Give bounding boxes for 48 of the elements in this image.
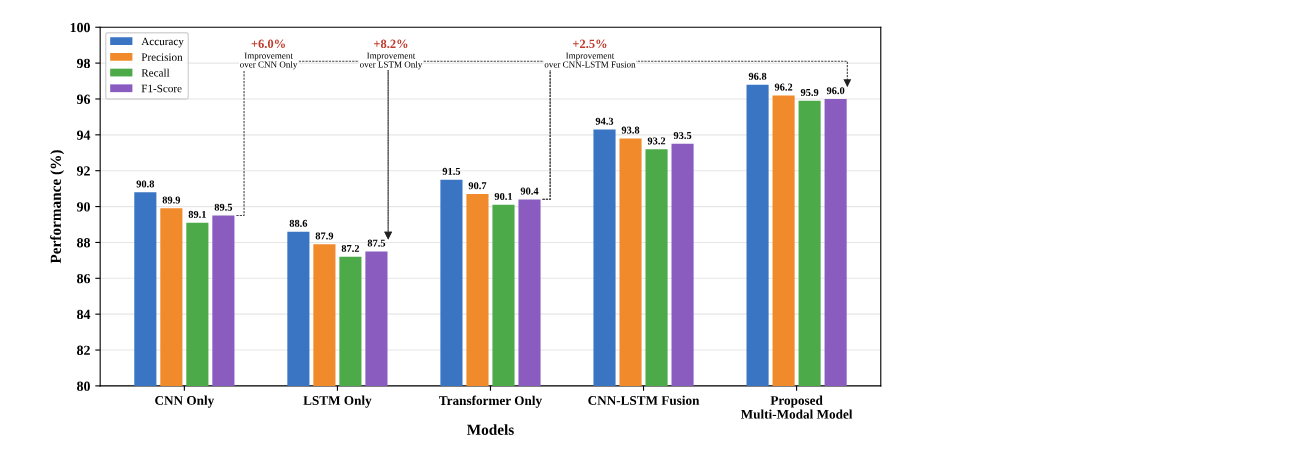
x-tick-label: Proposed Multi-Modal Model bbox=[740, 395, 853, 419]
annotation: Improvement over LSTM Only bbox=[359, 52, 423, 70]
data-label: 88.6 bbox=[289, 219, 308, 227]
data-label: 87.9 bbox=[315, 232, 334, 240]
data-label: 87.2 bbox=[341, 244, 360, 253]
annotation: Improvement over CNN-LSTM Fusion bbox=[544, 52, 636, 68]
annotation: +8.2% bbox=[374, 39, 408, 49]
x-tick-label: LSTM Only bbox=[303, 395, 372, 408]
y-tick-label: 86 bbox=[77, 273, 91, 284]
y-tick-label: 84 bbox=[77, 309, 91, 320]
legend-label: Precision bbox=[141, 53, 183, 61]
y-tick-label: 80 bbox=[77, 381, 90, 391]
data-label: 96.8 bbox=[748, 72, 767, 80]
y-tick-label: 90 bbox=[76, 202, 90, 212]
data-label: 95.9 bbox=[800, 88, 819, 97]
y-tick-label: 98 bbox=[76, 58, 90, 69]
data-label: 89.1 bbox=[188, 210, 206, 218]
data-label: 89.5 bbox=[214, 203, 233, 211]
data-label: 87.5 bbox=[367, 239, 386, 247]
annotation: Improvement over CNN Only bbox=[240, 52, 298, 70]
y-tick-label: 82 bbox=[77, 345, 90, 355]
annotation: +6.0% bbox=[251, 39, 285, 49]
x-tick-label: CNN-LSTM Fusion bbox=[588, 395, 700, 405]
legend-label: Recall bbox=[141, 68, 170, 77]
y-axis-title: Performance (%) bbox=[50, 150, 65, 264]
y-tick-label: 100 bbox=[70, 22, 90, 33]
x-tick-label: Transformer Only bbox=[439, 395, 542, 408]
y-tick-label: 96 bbox=[76, 94, 91, 104]
data-label: 89.9 bbox=[162, 196, 181, 204]
data-label: 94.3 bbox=[595, 117, 614, 125]
data-label: 96.0 bbox=[826, 87, 845, 95]
y-tick-label: 94 bbox=[76, 130, 91, 140]
x-tick-label: CNN Only bbox=[155, 395, 215, 408]
data-label: 90.8 bbox=[136, 180, 155, 188]
data-label: 91.5 bbox=[442, 167, 461, 175]
data-label: 90.7 bbox=[468, 182, 487, 190]
annotation: +2.5% bbox=[573, 39, 607, 49]
y-tick-label: 92 bbox=[76, 166, 90, 176]
legend-label: Accuracy bbox=[141, 37, 184, 48]
y-tick-label: 88 bbox=[77, 238, 90, 248]
legend-label: F1-Score bbox=[141, 84, 182, 93]
data-label: 90.1 bbox=[494, 192, 513, 201]
data-label: 93.5 bbox=[673, 132, 692, 140]
data-label: 96.2 bbox=[774, 83, 793, 91]
data-label: 90.4 bbox=[520, 187, 539, 195]
data-label: 93.2 bbox=[647, 137, 666, 145]
data-label: 93.8 bbox=[621, 126, 640, 134]
x-axis-title: Models bbox=[466, 424, 514, 435]
